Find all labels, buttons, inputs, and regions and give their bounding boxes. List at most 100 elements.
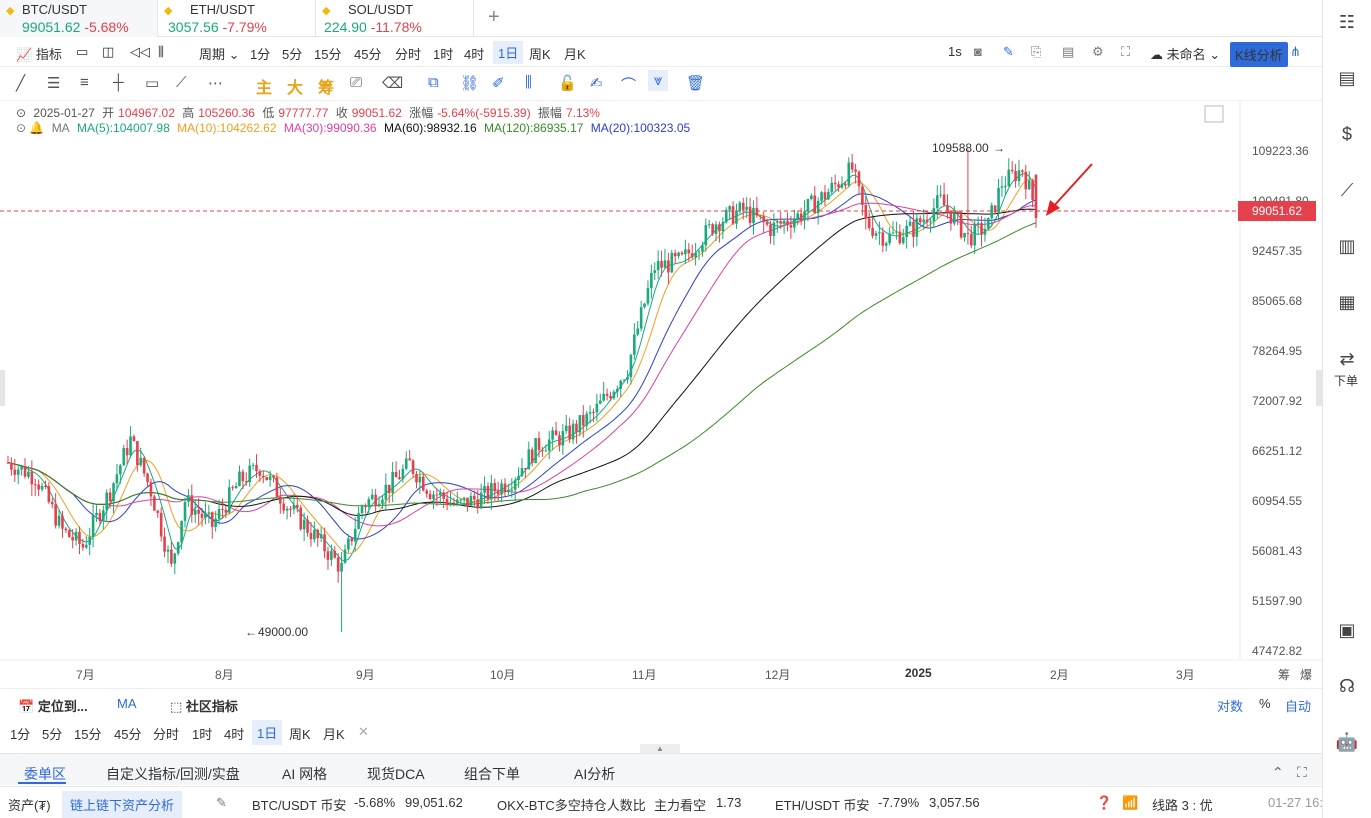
horizontal-line-icon[interactable]: ┼ (113, 74, 124, 91)
order-label[interactable]: 下单 (1334, 374, 1359, 388)
camera-icon[interactable]: ◙ (974, 44, 982, 59)
interval-timeshare[interactable]: 分时 (395, 47, 422, 62)
network-line[interactable]: 线路 3 : 优 (1152, 798, 1213, 813)
tf-1d[interactable]: 1日 (252, 720, 283, 745)
eraser-icon[interactable]: ⌫ (382, 75, 404, 92)
bar-chart-icon[interactable]: ▥ (1338, 236, 1356, 256)
kline-analysis-button[interactable]: K线分析 (1230, 42, 1288, 67)
add-tab-button[interactable]: + (488, 6, 500, 28)
tf-week[interactable]: 周K (289, 727, 311, 742)
tf-15m[interactable]: 15分 (74, 727, 102, 742)
refresh-rate[interactable]: 1s (948, 44, 962, 59)
indicator-button[interactable]: 📈 指标 (16, 47, 62, 62)
interval-1d[interactable]: 1日 (493, 41, 524, 64)
interval-1m[interactable]: 1分 (250, 47, 271, 62)
interval-5m[interactable]: 5分 (282, 47, 303, 62)
more-tools-icon[interactable]: ⋯ (208, 75, 223, 92)
delete-icon[interactable]: 🗑 (686, 75, 706, 92)
panel-layout-icon[interactable]: ▣ (1338, 620, 1356, 640)
save-icon[interactable]: ▤ (1062, 44, 1075, 59)
edit-icon[interactable]: ✎ (216, 795, 227, 810)
price-tick: 60954.55 (1252, 494, 1303, 508)
parallel-lines-icon[interactable]: ☰ (47, 75, 61, 92)
chips-toggle[interactable]: 筹 (318, 80, 335, 97)
trend-line-icon[interactable]: ╱ (16, 75, 26, 92)
order-icon[interactable]: ⇄ (1339, 349, 1355, 369)
tf-4h[interactable]: 4时 (224, 727, 245, 742)
tf-45m[interactable]: 45分 (114, 727, 142, 742)
interval-15m[interactable]: 15分 (314, 47, 342, 62)
chain-analysis-button[interactable]: 链上链下资产分析 (62, 791, 183, 818)
ticker-tab-sol[interactable]: ◆ SOL/USDT 224.90 -11.78% (316, 0, 474, 37)
big-order-toggle[interactable]: 大 (287, 80, 304, 97)
help-icon[interactable]: ❓ (1096, 795, 1113, 810)
collapse-icon[interactable]: ⊙ (16, 106, 27, 120)
trend-chart-icon[interactable]: ⟋ (1340, 180, 1354, 200)
magnet-icon[interactable]: ⌒ (621, 77, 637, 94)
candles-icon[interactable]: ⫼ (525, 74, 532, 91)
interval-1h[interactable]: 1时 (433, 47, 454, 62)
close-icon[interactable]: ✕ (358, 724, 369, 739)
tab-combo-order[interactable]: 组合下单 (464, 766, 520, 782)
replay-icon[interactable]: ◁◁ (130, 44, 150, 59)
main-chart-toggle[interactable]: 主 (256, 80, 273, 97)
ticker-tab-btc[interactable]: ◆ BTC/USDT 99051.62 -5.68% (0, 0, 158, 37)
fullscreen-icon[interactable]: ⛶ (1121, 44, 1131, 59)
document-icon[interactable]: ▤ (1338, 68, 1356, 88)
copy-icon[interactable]: ⧉ (428, 74, 439, 91)
panel-resize-handle[interactable]: ▲ (640, 744, 680, 753)
tab-ai-grid[interactable]: AI 网格 (282, 766, 328, 782)
draw-icon[interactable]: ✐ (492, 75, 505, 92)
tab-ai-analysis[interactable]: AI分析 (574, 766, 616, 782)
tf-1h[interactable]: 1时 (192, 727, 213, 742)
chart-type-icon[interactable]: ▭ (76, 44, 89, 59)
interval-week[interactable]: 周K (529, 47, 551, 62)
log-scale-toggle[interactable]: 对数 (1217, 699, 1244, 714)
tf-1m[interactable]: 1分 (10, 727, 31, 742)
headset-icon[interactable]: ☊ (1339, 676, 1355, 696)
community-indicator-button[interactable]: ⬚ 社区指标 (170, 699, 238, 714)
annotate-icon[interactable]: ⎚ (350, 74, 363, 91)
percent-scale-toggle[interactable]: % (1259, 696, 1271, 711)
tf-month[interactable]: 月K (323, 727, 345, 742)
left-collapse-handle[interactable] (0, 370, 5, 406)
channel-icon[interactable]: ≡ (80, 74, 89, 91)
filter-icon[interactable]: ⩔ (648, 70, 669, 91)
sidebar-collapse-handle[interactable] (1316, 370, 1322, 406)
tf-5m[interactable]: 5分 (42, 727, 63, 742)
tab-custom-indicator[interactable]: 自定义指标/回测/实盘 (106, 766, 240, 782)
edit-icon[interactable]: ✍ (590, 75, 603, 92)
tab-order-area[interactable]: 委单区 (24, 766, 66, 782)
tab-spot-dca[interactable]: 现货DCA (367, 766, 425, 782)
period-dropdown[interactable]: 周期 ⌄ (199, 47, 240, 62)
interval-month[interactable]: 月K (564, 47, 586, 62)
liquidation-axis-label[interactable]: 爆 (1300, 668, 1313, 682)
layout-name-dropdown[interactable]: ☁ 未命名 ⌄ (1150, 47, 1221, 62)
expand-panel-icon[interactable]: ⛶ (1297, 764, 1307, 780)
pen-icon[interactable]: ✎ (1003, 44, 1014, 59)
comment-icon[interactable]: ⎘ (1031, 44, 1042, 59)
ticker-tab-eth[interactable]: ◆ ETH/USDT 3057.56 -7.79% (158, 0, 316, 37)
chips-axis-label[interactable]: 筹 (1278, 668, 1291, 682)
dollar-icon[interactable]: $ (1341, 124, 1352, 144)
robot-icon[interactable]: 🤖 (1335, 732, 1359, 752)
lock-icon[interactable]: 🔓 (558, 75, 577, 92)
ray-icon[interactable]: ⟋ (176, 74, 187, 91)
interval-45m[interactable]: 45分 (354, 47, 382, 62)
settings-icon[interactable]: ⚙ (1092, 44, 1104, 59)
ma-indicator-tab[interactable]: MA (117, 696, 137, 711)
locate-button[interactable]: 📅 定位到... (18, 699, 88, 714)
layout-icon[interactable]: ◫ (102, 44, 115, 59)
collapse-panel-icon[interactable]: ⌃ (1272, 764, 1284, 780)
candle-style-icon[interactable]: ⫼ (158, 44, 164, 59)
ma-toggle-icon[interactable]: ⊙ 🔔 (16, 121, 45, 135)
tf-timeshare[interactable]: 分时 (153, 727, 180, 742)
share-icon[interactable]: ⋔ (1290, 44, 1301, 59)
candlestick-chart[interactable]: 109588.00 → ← 49000.00 (0, 100, 1322, 690)
interval-4h[interactable]: 4时 (464, 47, 485, 62)
link-icon[interactable]: ⛓ (460, 75, 480, 92)
auto-scale-toggle[interactable]: 自动 (1285, 699, 1312, 714)
watchlist-icon[interactable]: ☷ (1338, 12, 1356, 32)
etf-icon[interactable]: ▦ (1338, 292, 1356, 312)
rectangle-icon[interactable]: ▭ (145, 75, 160, 92)
